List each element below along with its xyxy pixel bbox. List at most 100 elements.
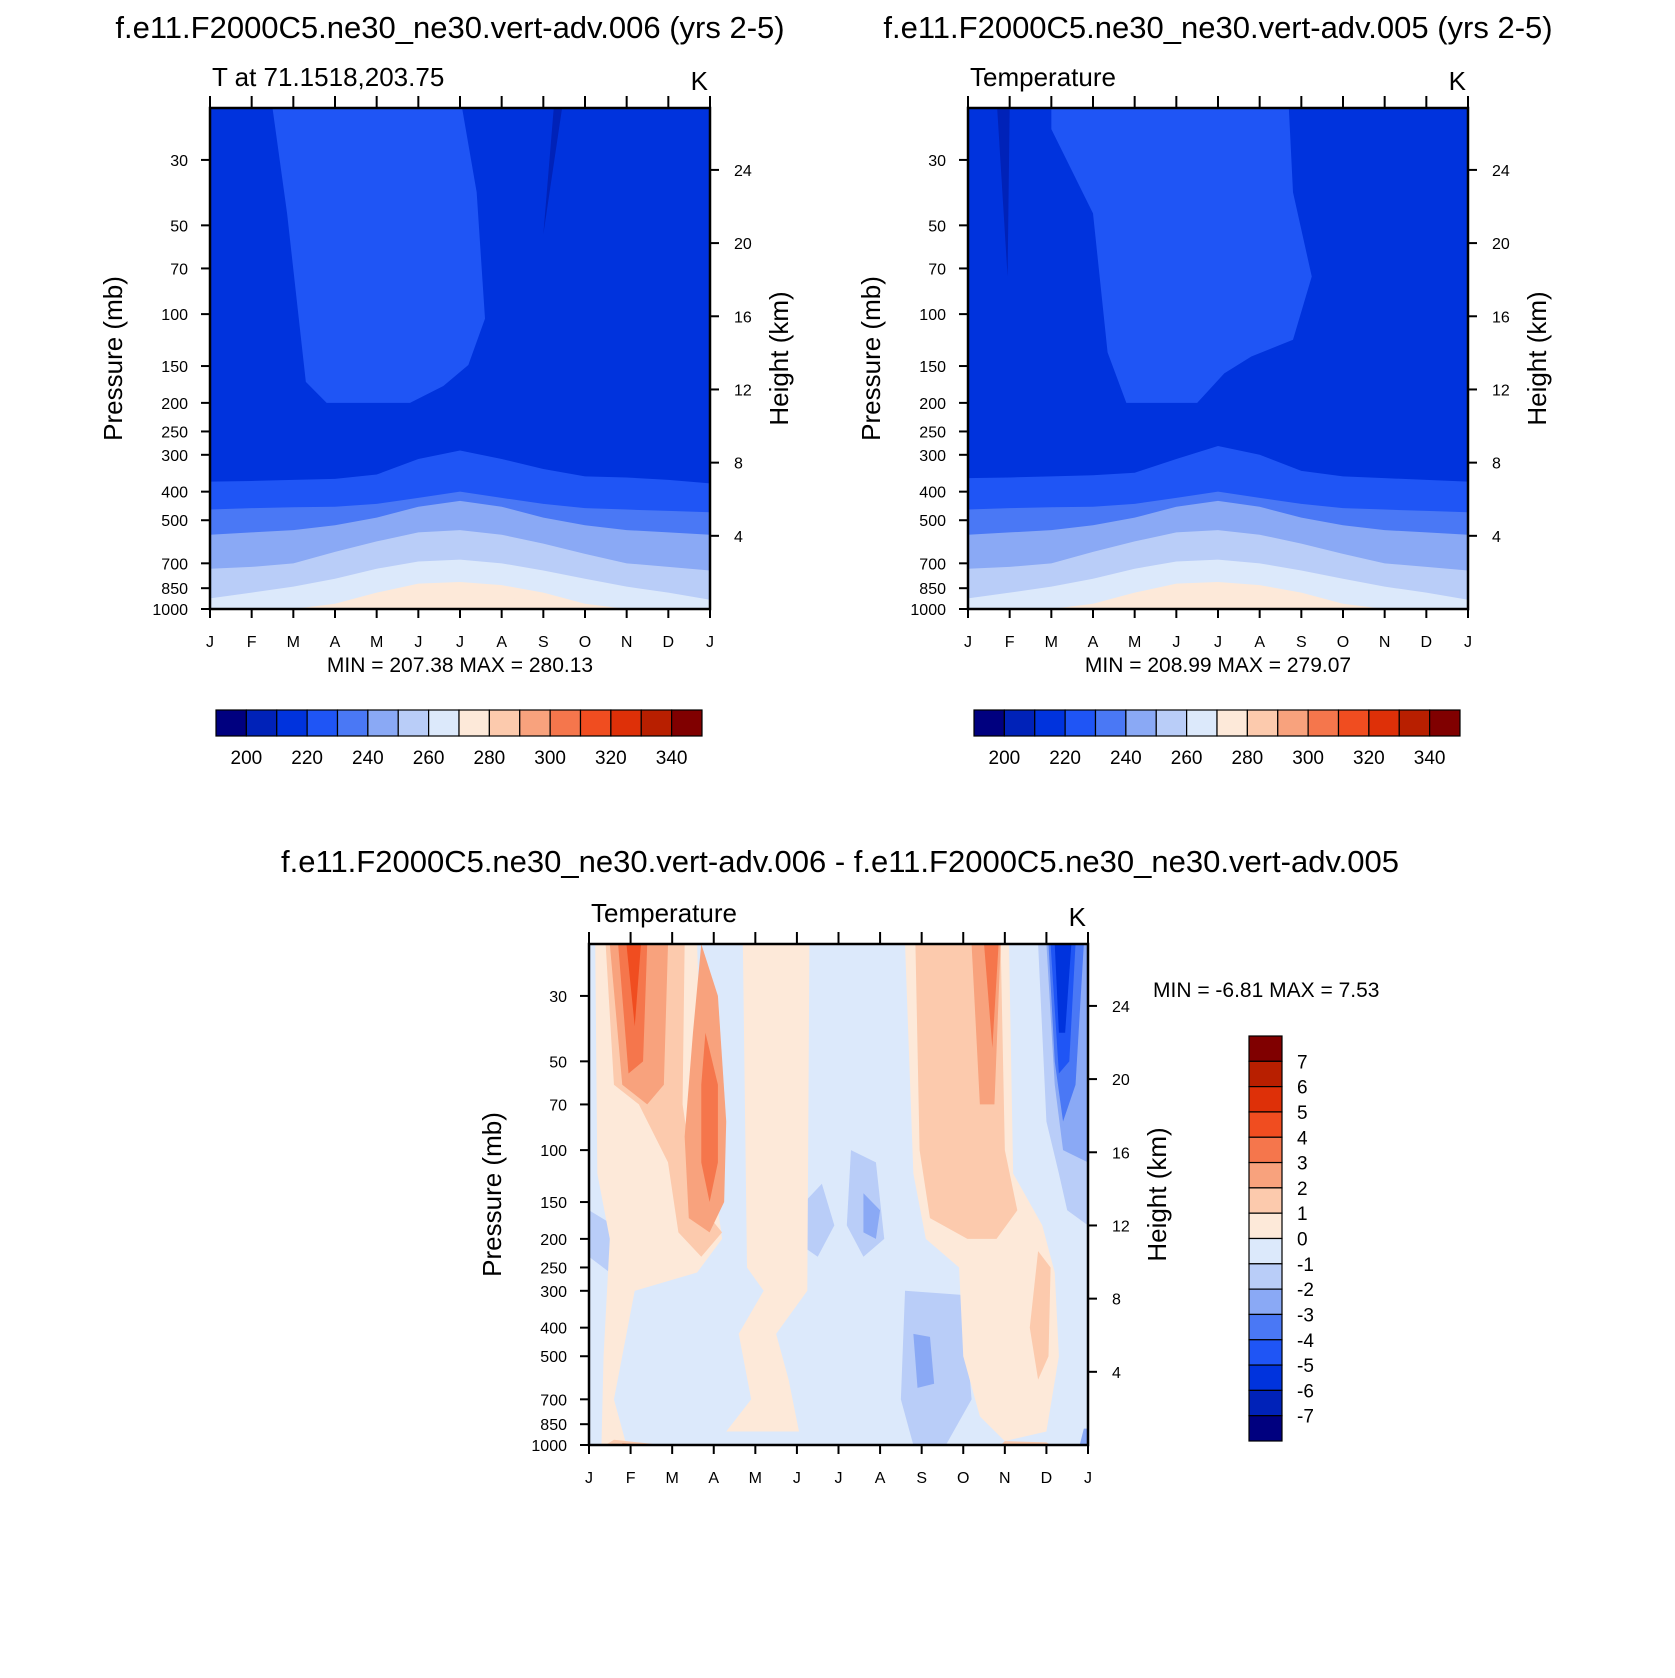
colorbar-swatch — [1155, 709, 1188, 737]
pressure-tick-label: 400 — [540, 1321, 567, 1338]
difference-panel-title: f.e11.F2000C5.ne30_ne30.vert-adv.006 - f… — [281, 844, 1399, 879]
right-temperature-panel: J F M A M J J A S O N D J 30 50 70 100 150 200 250 300 400 500… — [856, 62, 1552, 769]
colorbar-swatch — [973, 709, 1005, 737]
pressure-tick-label: 50 — [928, 218, 946, 235]
colorbar-swatch — [549, 709, 582, 737]
colorbar-swatch — [1368, 709, 1400, 737]
colorbar-label: 280 — [474, 748, 506, 769]
x-tick-label: M — [749, 1470, 762, 1487]
warm-anomaly-2 — [605, 1439, 656, 1445]
height-tick-label: 4 — [734, 529, 743, 546]
x-tick-label: N — [621, 634, 633, 651]
colorbar-label: 2 — [1297, 1179, 1308, 1200]
x-tick-label: J — [1172, 634, 1180, 651]
colorbar-label: -4 — [1297, 1331, 1314, 1352]
colorbar-label: 300 — [534, 748, 566, 769]
pressure-tick-label: 30 — [170, 153, 188, 170]
pressure-tick-label: 200 — [540, 1232, 567, 1249]
x-tick-label: M — [1045, 634, 1058, 651]
min-max-label: MIN = 208.99 MAX = 279.07 — [1085, 654, 1351, 677]
left-contour-field — [210, 108, 710, 609]
x-tick-label: M — [666, 1470, 679, 1487]
colorbar-label: 240 — [1110, 748, 1142, 769]
colorbar-label: 300 — [1292, 748, 1324, 769]
x-tick-label: F — [626, 1470, 636, 1487]
y-axis-label: Pressure (mb) — [98, 276, 128, 441]
colorbar-swatch — [1248, 1187, 1283, 1214]
panel-left-label: Temperature — [970, 62, 1116, 92]
height-tick-label: 12 — [1112, 1218, 1130, 1235]
x-tick-label: D — [1041, 1470, 1053, 1487]
colorbar-label: -1 — [1297, 1255, 1314, 1276]
colorbar-swatch — [640, 709, 673, 737]
x-tick-label: F — [1005, 634, 1015, 651]
pressure-tick-label: 100 — [919, 307, 946, 324]
pressure-tick-label: 250 — [540, 1260, 567, 1277]
panel-units-label: K — [691, 66, 709, 96]
colorbar-label: 7 — [1297, 1052, 1308, 1073]
diff-colorbar: 7 6 5 4 3 2 1 0 -1 -2 -3 -4 -5 -6 -7 — [1248, 1035, 1314, 1442]
pressure-tick-label: 1000 — [910, 602, 946, 619]
colorbar-label: 200 — [231, 748, 263, 769]
colorbar-swatch — [458, 709, 490, 737]
x-tick-label: A — [330, 634, 341, 651]
colorbar-label: 240 — [352, 748, 384, 769]
colorbar-swatch — [336, 709, 369, 737]
x-tick-label: A — [875, 1470, 886, 1487]
pressure-tick-label: 300 — [919, 448, 946, 465]
contour-band-275 — [210, 592, 710, 609]
pressure-tick-label: 500 — [540, 1349, 567, 1366]
panel-units-label: K — [1069, 902, 1087, 932]
panel-left-label: T at 71.1518,203.75 — [212, 62, 444, 92]
colorbar-label: 200 — [989, 748, 1021, 769]
height-tick-label: 16 — [734, 309, 752, 326]
pressure-tick-label: 500 — [919, 513, 946, 530]
colorbar-label: 260 — [413, 748, 445, 769]
warm-anomaly-5 — [626, 944, 641, 1027]
colorbar-swatch — [610, 709, 642, 737]
x-tick-label: J — [1214, 634, 1222, 651]
colorbar-swatch — [397, 709, 430, 737]
pressure-tick-label: 50 — [549, 1054, 567, 1071]
colorbar-swatch — [1248, 1263, 1283, 1290]
colorbar-swatch — [1248, 1237, 1283, 1265]
cold-anomaly--5 — [1054, 944, 1072, 1033]
x-tick-label: S — [916, 1470, 927, 1487]
x-tick-label: A — [708, 1470, 719, 1487]
x-tick-label: D — [663, 634, 675, 651]
x-tick-label: O — [579, 634, 591, 651]
colorbar-swatch — [1337, 709, 1370, 737]
pressure-tick-label: 100 — [161, 307, 188, 324]
warm-anomaly-2 — [1029, 1251, 1051, 1380]
x-tick-label: M — [370, 634, 383, 651]
x-tick-label: J — [835, 1470, 843, 1487]
pressure-tick-label: 700 — [919, 556, 946, 573]
colorbar-swatch — [1248, 1415, 1283, 1442]
pressure-tick-label: 250 — [161, 424, 188, 441]
colorbar-swatch — [1125, 709, 1157, 737]
x-tick-label: O — [1337, 634, 1349, 651]
pressure-tick-label: 250 — [919, 424, 946, 441]
x-tick-label: J — [706, 634, 714, 651]
pressure-tick-label: 300 — [540, 1284, 567, 1301]
colorbar-swatch — [1186, 709, 1218, 737]
x-tick-label: J — [1084, 1470, 1092, 1487]
pressure-tick-label: 30 — [928, 153, 946, 170]
cold-anomaly--2 — [1079, 1428, 1088, 1445]
colorbar-swatch — [1003, 709, 1036, 737]
right-colorbar: 200 220 240 260 280 300 320 340 — [973, 709, 1461, 769]
pressure-tick-label: 1000 — [152, 602, 188, 619]
colorbar-swatch — [1248, 1212, 1283, 1240]
colorbar-swatch — [1307, 709, 1340, 737]
colorbar-swatch — [1429, 709, 1461, 737]
colorbar-label: 340 — [656, 748, 688, 769]
x-tick-label: J — [206, 634, 214, 651]
diff-contour-field — [589, 944, 1088, 1445]
colorbar-swatch — [276, 709, 308, 737]
colorbar-label: 280 — [1232, 748, 1264, 769]
colorbar-swatch — [1248, 1313, 1283, 1341]
x-tick-label: S — [1296, 634, 1307, 651]
cold-anomaly--1 — [900, 1290, 972, 1445]
pressure-tick-label: 70 — [928, 261, 946, 278]
warm-anomaly-4 — [701, 1032, 718, 1203]
